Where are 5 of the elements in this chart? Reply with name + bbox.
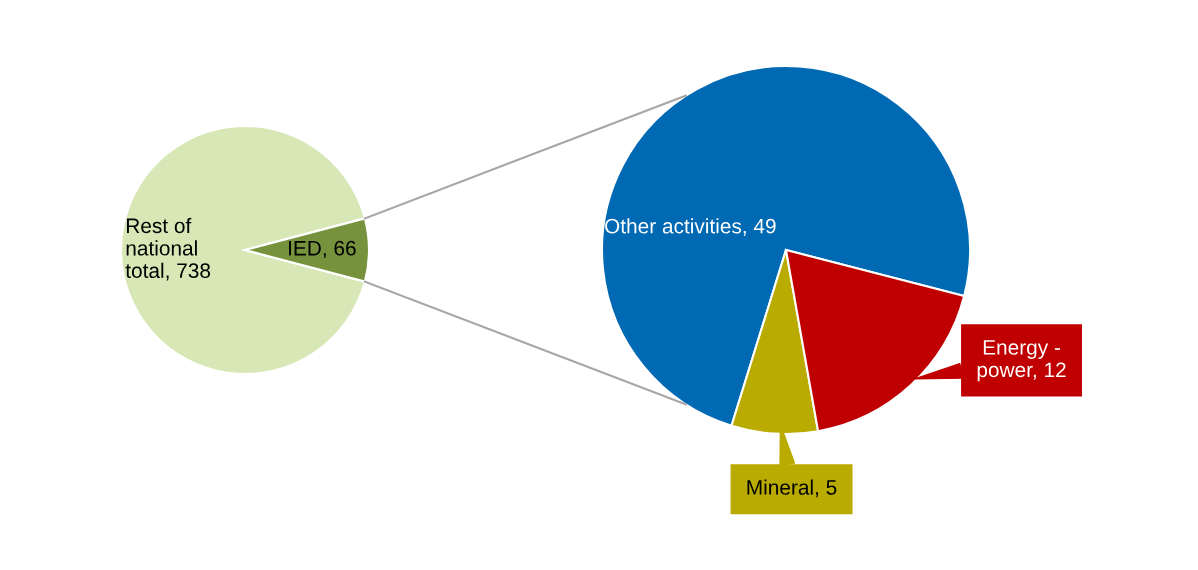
- slice-label: Mineral, 5: [747, 479, 837, 498]
- legend-label: Energy - power, 12: [977, 340, 1066, 382]
- slice-label: Rest of national total, 738: [125, 217, 211, 281]
- slice-label: IED, 66: [289, 240, 356, 259]
- slice-label: Other activities, 49: [605, 218, 776, 236]
